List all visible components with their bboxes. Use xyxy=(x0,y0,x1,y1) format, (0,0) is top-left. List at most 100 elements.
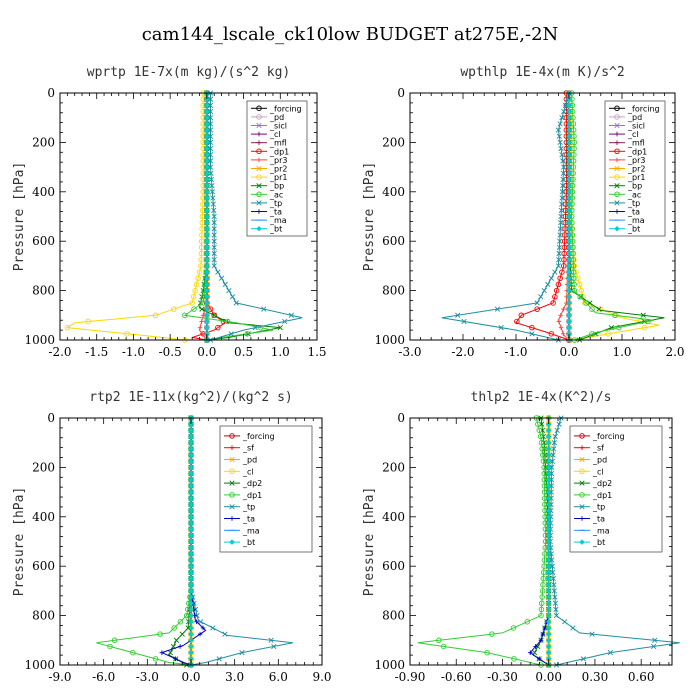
data-point xyxy=(539,446,545,452)
data-point xyxy=(111,637,118,644)
plot-frame xyxy=(59,92,318,341)
data-point xyxy=(545,582,552,588)
data-point xyxy=(215,324,221,331)
data-point xyxy=(510,625,517,631)
legend-label: _pr2 xyxy=(627,165,645,174)
legend-item: _sicl xyxy=(609,122,645,131)
legend-item: _cl xyxy=(251,130,281,139)
data-point xyxy=(550,452,556,458)
data-point xyxy=(551,446,557,452)
data-point xyxy=(239,650,245,656)
data-point xyxy=(550,575,556,582)
legend-label: _cl xyxy=(627,130,639,139)
data-point xyxy=(555,127,562,133)
data-point xyxy=(540,458,547,464)
data-point xyxy=(210,625,216,631)
legend-item: _pr1 xyxy=(251,173,287,182)
data-point xyxy=(640,312,646,318)
legend-item: _tp xyxy=(251,199,282,208)
data-point xyxy=(210,195,216,201)
x-tick-label: 3.0 xyxy=(225,670,244,684)
legend-marker xyxy=(614,148,620,155)
x-tick-label: 0.0 xyxy=(559,345,578,359)
data-point xyxy=(566,232,572,238)
data-point xyxy=(535,421,541,427)
legend-marker xyxy=(256,209,262,214)
data-point xyxy=(561,306,566,312)
y-tick-label: 400 xyxy=(382,185,405,199)
series-bt xyxy=(566,90,572,343)
data-point xyxy=(204,182,210,189)
data-point xyxy=(566,182,572,189)
x-tick-label: -9.0 xyxy=(48,670,71,684)
data-point xyxy=(188,612,194,619)
series-bt xyxy=(545,415,552,668)
data-point xyxy=(204,164,210,170)
data-point xyxy=(198,250,205,257)
data-point xyxy=(188,619,194,625)
data-point xyxy=(566,324,572,331)
data-point xyxy=(553,612,560,619)
data-point xyxy=(189,300,195,306)
data-point xyxy=(612,312,618,319)
data-point xyxy=(204,244,210,251)
data-point xyxy=(545,495,552,501)
data-point xyxy=(171,625,177,631)
data-point xyxy=(211,312,217,318)
data-point xyxy=(199,331,205,337)
data-point xyxy=(159,650,165,655)
data-point xyxy=(545,470,552,477)
data-point xyxy=(207,139,214,146)
x-tick-label: -1.5 xyxy=(85,345,108,359)
y-axis-label: Pressure [hPa] xyxy=(12,162,27,272)
series-dp1 xyxy=(514,90,572,343)
legend-item: _ta xyxy=(251,208,282,217)
legend-marker xyxy=(614,200,620,206)
data-point xyxy=(207,164,214,170)
data-point xyxy=(566,145,572,152)
data-point xyxy=(550,569,556,575)
legend-item: _dp2 xyxy=(574,479,612,488)
x-tick-label: -3.0 xyxy=(398,345,421,359)
data-point xyxy=(204,139,210,146)
data-point xyxy=(538,638,544,643)
legend-label: _sicl xyxy=(627,122,645,131)
data-point xyxy=(228,331,234,337)
x-tick-label: -6.0 xyxy=(92,670,115,684)
data-point xyxy=(198,244,205,251)
y-tick-label: 0 xyxy=(47,411,55,425)
data-point xyxy=(554,427,560,433)
data-point xyxy=(536,656,542,662)
legend-label: _bt xyxy=(627,225,640,234)
data-point xyxy=(557,238,563,244)
data-point xyxy=(566,281,572,288)
data-point xyxy=(207,96,214,102)
data-point xyxy=(204,145,210,152)
data-point xyxy=(557,275,563,282)
legend-item: _sf xyxy=(574,444,604,453)
x-tick-label: 0.60 xyxy=(628,670,655,684)
legend-label: _tp xyxy=(592,503,605,512)
x-tick-label: -0.5 xyxy=(159,345,182,359)
data-point xyxy=(198,238,205,244)
data-point xyxy=(233,300,239,306)
data-point xyxy=(188,563,194,569)
legend-marker xyxy=(229,433,235,439)
y-tick-label: 600 xyxy=(382,559,405,573)
data-point xyxy=(194,612,200,619)
y-tick-label: 800 xyxy=(382,284,405,298)
data-point xyxy=(268,637,274,643)
data-point xyxy=(494,306,501,312)
data-point xyxy=(216,656,222,662)
data-point xyxy=(188,526,194,532)
data-point xyxy=(557,226,564,232)
x-tick-label: 1.5 xyxy=(307,345,326,359)
data-point xyxy=(545,421,552,427)
legend-label: _ma xyxy=(269,216,287,225)
data-point xyxy=(188,477,194,483)
series-line xyxy=(417,417,547,666)
legend-label: _cl xyxy=(269,130,281,139)
legend-item: _pd xyxy=(574,456,607,465)
data-point xyxy=(557,232,563,238)
